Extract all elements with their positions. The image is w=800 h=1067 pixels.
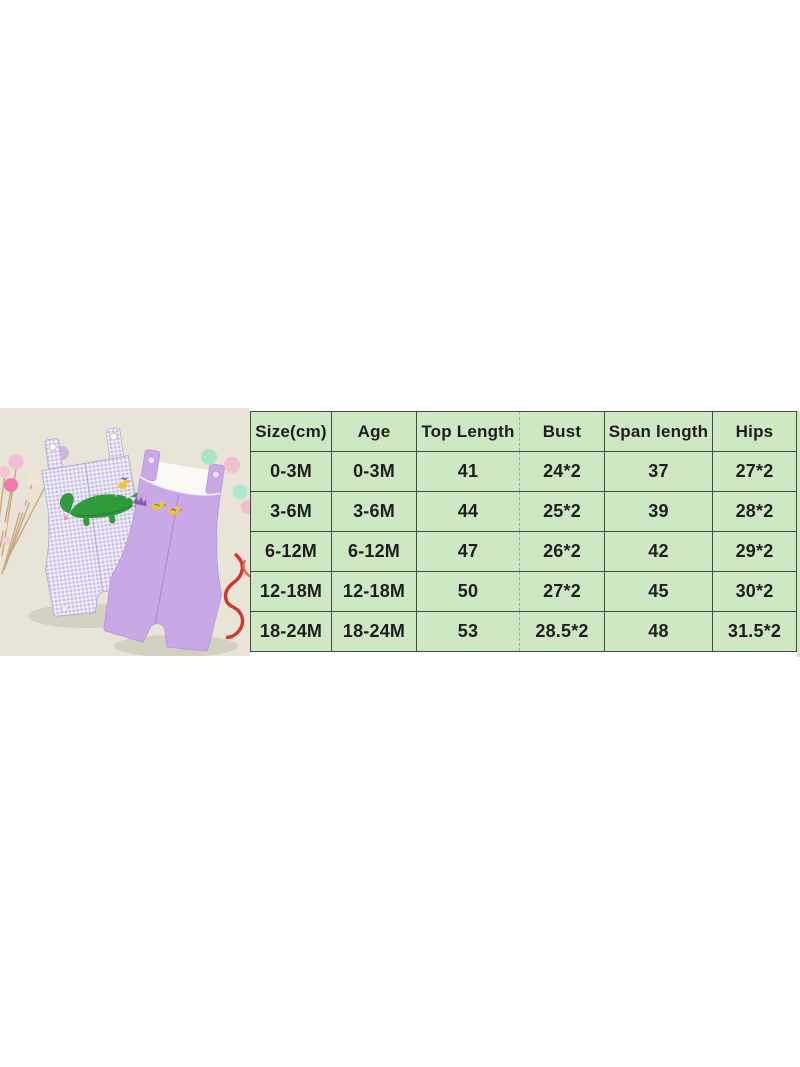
size-cell: 28*2	[712, 491, 797, 532]
purple-romper-illustration	[103, 449, 225, 652]
size-cell: 41	[416, 451, 520, 492]
size-row-0-3m: 0-3M 0-3M 41 24*2 37 27*2	[250, 451, 797, 492]
cropped-table-edge	[797, 411, 800, 657]
size-cell: 42	[604, 531, 713, 572]
size-row-6-12m: 6-12M 6-12M 47 26*2 42 29*2	[250, 531, 797, 572]
header-row: Size(cm) Age Top Length Bust Span length…	[250, 411, 797, 452]
neck-piping	[139, 476, 221, 496]
column-header-top-length: Top Length	[416, 411, 520, 452]
size-cell: 18-24M	[331, 611, 417, 652]
size-cell: 44	[416, 491, 520, 532]
strap-button	[48, 443, 57, 452]
size-cell: 26*2	[519, 531, 605, 572]
column-header-span-length: Span length	[604, 411, 713, 452]
size-cell: 6-12M	[331, 531, 417, 572]
column-header-age: Age	[331, 411, 417, 452]
strap-button	[147, 456, 156, 465]
size-chart-table: Size(cm) Age Top Length Bust Span length…	[250, 411, 797, 652]
size-row-18-24m: 18-24M 18-24M 53 28.5*2 48 31.5*2	[250, 611, 797, 652]
pompoms-right-decor	[201, 449, 255, 514]
size-cell: 45	[604, 571, 713, 612]
size-cell: 37	[604, 451, 713, 492]
ribbon-decor	[223, 552, 252, 639]
product-photo-illustration	[0, 408, 255, 657]
size-cell: 28.5*2	[519, 611, 605, 652]
strap-button	[109, 432, 118, 441]
romper-center-seam	[84, 463, 103, 591]
size-row-3-6m: 3-6M 3-6M 44 25*2 39 28*2	[250, 491, 797, 532]
romper-body	[103, 476, 223, 652]
size-cell: 27*2	[519, 571, 605, 612]
size-cell: 12-18M	[250, 571, 332, 612]
size-cell: 39	[604, 491, 713, 532]
size-cell: 18-24M	[250, 611, 332, 652]
ducks-embroidery	[132, 496, 184, 515]
size-cell: 50	[416, 571, 520, 612]
size-cell: 25*2	[519, 491, 605, 532]
column-header-size-cm: Size(cm)	[250, 411, 332, 452]
column-header-bust: Bust	[519, 411, 605, 452]
column-header-hips: Hips	[712, 411, 797, 452]
product-image-band: Size(cm) Age Top Length Bust Span length…	[0, 408, 800, 657]
size-cell: 6-12M	[250, 531, 332, 572]
strap-button	[211, 470, 220, 479]
size-cell: 29*2	[712, 531, 797, 572]
size-cell: 53	[416, 611, 520, 652]
size-row-12-18m: 12-18M 12-18M 50 27*2 45 30*2	[250, 571, 797, 612]
size-cell: 0-3M	[331, 451, 417, 492]
size-cell: 0-3M	[250, 451, 332, 492]
size-cell: 31.5*2	[712, 611, 797, 652]
size-cell: 47	[416, 531, 520, 572]
size-cell: 48	[604, 611, 713, 652]
size-cell: 3-6M	[331, 491, 417, 532]
romper-placket	[154, 494, 180, 624]
size-cell: 30*2	[712, 571, 797, 612]
crocodile-embroidery	[59, 477, 148, 527]
product-photo	[0, 408, 255, 657]
romper-strap	[140, 449, 161, 482]
size-cell: 27*2	[712, 451, 797, 492]
size-cell: 3-6M	[250, 491, 332, 532]
size-cell: 24*2	[519, 451, 605, 492]
size-cell: 12-18M	[331, 571, 417, 612]
duck-with-crown-embroidery	[118, 477, 132, 489]
hem-button	[61, 606, 68, 612]
